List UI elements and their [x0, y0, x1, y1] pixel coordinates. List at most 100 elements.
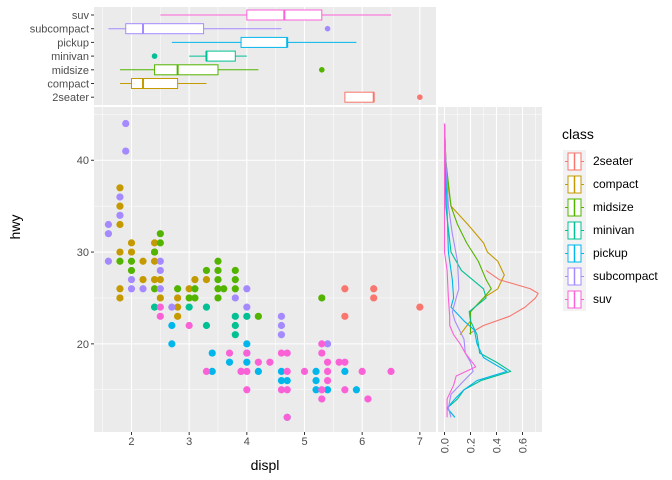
point-midsize — [191, 294, 199, 302]
point-midsize — [220, 285, 228, 293]
point-compact — [150, 257, 159, 265]
x-tick-label: 7 — [417, 436, 423, 448]
legend-item-suv: suv — [563, 288, 612, 311]
point-subcompact — [156, 266, 164, 275]
point-subcompact — [156, 285, 164, 293]
point-midsize — [174, 285, 182, 293]
category-label: midsize — [52, 65, 89, 77]
y-axis-title: hwy — [7, 214, 23, 240]
point-midsize — [231, 266, 239, 275]
point-pickup — [277, 367, 286, 376]
category-label: pickup — [57, 37, 89, 49]
point-suv — [318, 349, 326, 357]
point-midsize — [127, 257, 136, 265]
density-2seater — [468, 269, 539, 335]
y-tick-label: 30 — [77, 247, 89, 259]
point-suv — [277, 349, 286, 357]
category-label: 2seater — [52, 92, 89, 104]
density-suv — [443, 123, 477, 418]
box-2seater — [344, 91, 375, 103]
point-2seater — [341, 312, 349, 320]
point-suv — [323, 376, 332, 385]
point-pickup — [168, 321, 176, 330]
point-compact — [156, 275, 164, 284]
legend-label: compact — [593, 177, 639, 191]
point-suv — [341, 358, 349, 366]
point-midsize — [185, 294, 193, 302]
point-suv — [156, 303, 164, 311]
density-pickup — [443, 123, 508, 418]
point-compact — [116, 184, 124, 192]
point-midsize — [231, 275, 239, 284]
point-pickup — [277, 376, 286, 385]
point-midsize — [127, 266, 136, 275]
point-subcompact — [127, 275, 136, 284]
point-compact — [116, 248, 124, 256]
point-suv — [323, 358, 332, 366]
point-pickup — [243, 340, 251, 348]
box-subcompact — [125, 23, 205, 35]
point-suv — [243, 386, 251, 394]
point-suv — [185, 321, 193, 330]
point-midsize — [150, 248, 159, 256]
density-x-tick-label: 0.4 — [492, 438, 504, 453]
point-suv — [364, 395, 372, 403]
point-midsize — [214, 266, 222, 275]
point-suv — [358, 367, 366, 376]
point-midsize — [191, 285, 199, 293]
box-minivan — [205, 50, 236, 62]
point-pickup — [225, 358, 234, 366]
point-compact — [202, 275, 211, 284]
point-compact — [191, 275, 199, 284]
box-pickup — [240, 36, 288, 48]
point-suv — [225, 349, 234, 357]
outlier — [151, 53, 158, 59]
point-compact — [116, 202, 124, 210]
point-midsize — [202, 266, 211, 275]
point-minivan — [231, 331, 239, 339]
density-subcompact — [443, 123, 474, 418]
point-pickup — [208, 349, 216, 357]
point-subcompact — [243, 285, 251, 293]
point-compact — [127, 239, 136, 247]
point-compact — [156, 294, 164, 302]
point-compact — [150, 275, 159, 284]
x-axis-title: displ — [250, 457, 280, 473]
point-midsize — [214, 294, 222, 302]
legend-label: minivan — [593, 223, 634, 237]
point-subcompact — [277, 331, 286, 339]
point-pickup — [341, 367, 349, 376]
point-subcompact — [122, 147, 130, 155]
x-tick-label: 6 — [359, 436, 365, 448]
x-tick-label: 2 — [128, 436, 134, 448]
point-suv — [254, 358, 262, 366]
y-tick-label: 20 — [77, 339, 89, 351]
density-x-tick-label: 0.0 — [440, 438, 452, 453]
point-subcompact — [277, 312, 286, 320]
point-suv — [283, 413, 291, 421]
legend-label: midsize — [593, 200, 634, 214]
point-subcompact — [323, 340, 332, 348]
point-subcompact — [104, 230, 113, 238]
point-suv — [283, 349, 291, 357]
legend-item-midsize: midsize — [563, 196, 634, 219]
point-midsize — [150, 285, 159, 293]
density-x-tick-label: 0.6 — [518, 438, 530, 453]
point-midsize — [156, 230, 164, 238]
point-midsize — [254, 312, 262, 320]
point-2seater — [370, 294, 378, 302]
point-pickup — [312, 376, 320, 385]
point-suv — [266, 358, 274, 366]
point-subcompact — [116, 211, 124, 219]
point-suv — [387, 367, 395, 376]
point-pickup — [323, 386, 332, 394]
box-midsize — [154, 64, 219, 76]
point-subcompact — [168, 303, 176, 311]
legend-item-compact: compact — [563, 173, 639, 196]
point-midsize — [116, 257, 124, 265]
point-compact — [139, 275, 147, 284]
point-subcompact — [243, 303, 251, 311]
point-suv — [283, 386, 291, 394]
outlier — [319, 67, 325, 73]
point-pickup — [352, 386, 361, 394]
